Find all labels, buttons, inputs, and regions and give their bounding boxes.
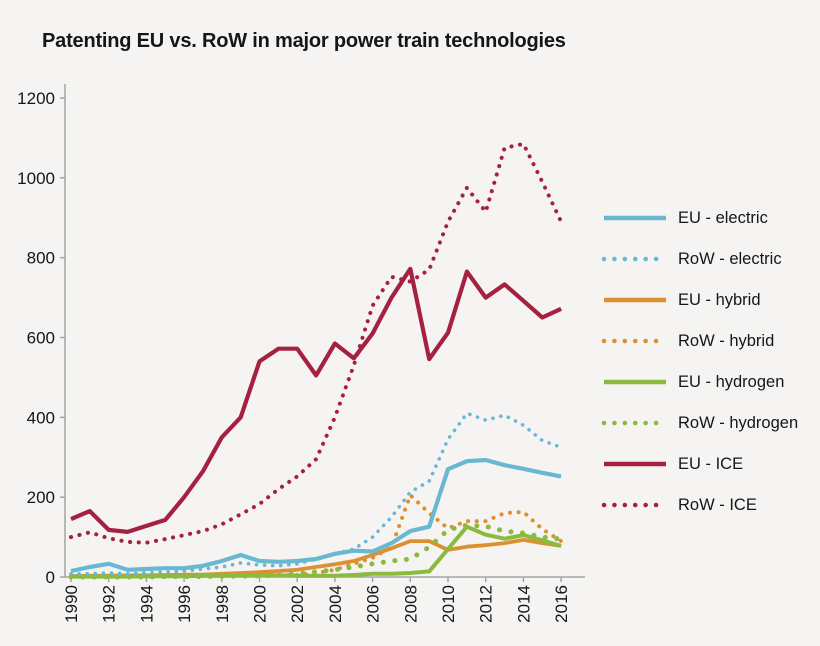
solid-line-swatch-icon xyxy=(604,215,666,221)
dotted-line-swatch-icon xyxy=(601,338,669,344)
series-eu-electric-line xyxy=(70,457,562,574)
y-tick-label: 1000 xyxy=(17,169,55,188)
y-tick-label: 0 xyxy=(46,568,55,587)
legend-label: RoW - hybrid xyxy=(678,331,775,350)
legend: EU - electric RoW - electric EU - hybrid Ro… xyxy=(601,207,798,516)
y-tick-label: 400 xyxy=(27,408,55,427)
legend-label: EU - hybrid xyxy=(678,290,761,309)
legend-label: RoW - hydrogen xyxy=(678,413,799,432)
legend-item-row-ice: RoW - ICE xyxy=(601,494,798,516)
solid-line-swatch-icon xyxy=(604,297,666,303)
x-tick-label: 1996 xyxy=(175,585,194,623)
x-tick-label: 1998 xyxy=(213,585,232,623)
x-tick-label: 2016 xyxy=(552,585,571,623)
legend-item-row-hydrogen: RoW - hydrogen xyxy=(601,412,798,434)
x-tick-label: 1994 xyxy=(137,585,156,623)
chart-title: Patenting EU vs. RoW in major power trai… xyxy=(42,30,566,52)
x-tick-label: 1990 xyxy=(62,585,81,623)
series-row-ice-line xyxy=(69,141,564,545)
dotted-line-swatch-icon xyxy=(601,256,669,262)
legend-label: EU - hydrogen xyxy=(678,372,785,391)
x-tick-label: 2000 xyxy=(251,585,270,623)
legend-item-eu-hybrid: EU - hybrid xyxy=(601,289,798,311)
legend-item-eu-electric: EU - electric xyxy=(601,207,798,229)
dotted-line-swatch-icon xyxy=(601,420,669,426)
x-tick-label: 2002 xyxy=(288,585,307,623)
legend-item-row-hybrid: RoW - hybrid xyxy=(601,330,798,352)
x-tick-label: 2014 xyxy=(514,585,533,623)
solid-line-swatch-icon xyxy=(604,461,666,467)
x-tick-label: 2008 xyxy=(401,585,420,623)
x-tick-label: 2004 xyxy=(326,585,345,623)
legend-item-eu-hydrogen: EU - hydrogen xyxy=(601,371,798,393)
y-tick-label: 200 xyxy=(27,488,55,507)
series-eu-hydrogen-line xyxy=(71,524,562,579)
legend-label: RoW - ICE xyxy=(678,495,757,514)
legend-label: EU - electric xyxy=(678,208,768,227)
x-tick-label: 2006 xyxy=(364,585,383,623)
solid-line-swatch-icon xyxy=(604,379,666,385)
y-tick-label: 600 xyxy=(27,328,55,347)
legend-item-eu-ice: EU - ICE xyxy=(601,453,798,475)
legend-label: RoW - electric xyxy=(678,249,782,268)
x-tick-label: 1992 xyxy=(100,585,119,623)
dotted-line-swatch-icon xyxy=(601,502,669,508)
series-row-electric-line xyxy=(69,411,563,576)
legend-label: EU - ICE xyxy=(678,454,744,473)
legend-item-row-electric: RoW - electric xyxy=(601,248,798,270)
y-tick-label: 800 xyxy=(27,249,55,268)
x-tick-label: 2010 xyxy=(439,585,458,623)
axes xyxy=(64,84,585,578)
x-tick-label: 2012 xyxy=(477,585,496,623)
series-eu-ice-line xyxy=(70,266,562,535)
y-tick-label: 1200 xyxy=(17,89,55,108)
